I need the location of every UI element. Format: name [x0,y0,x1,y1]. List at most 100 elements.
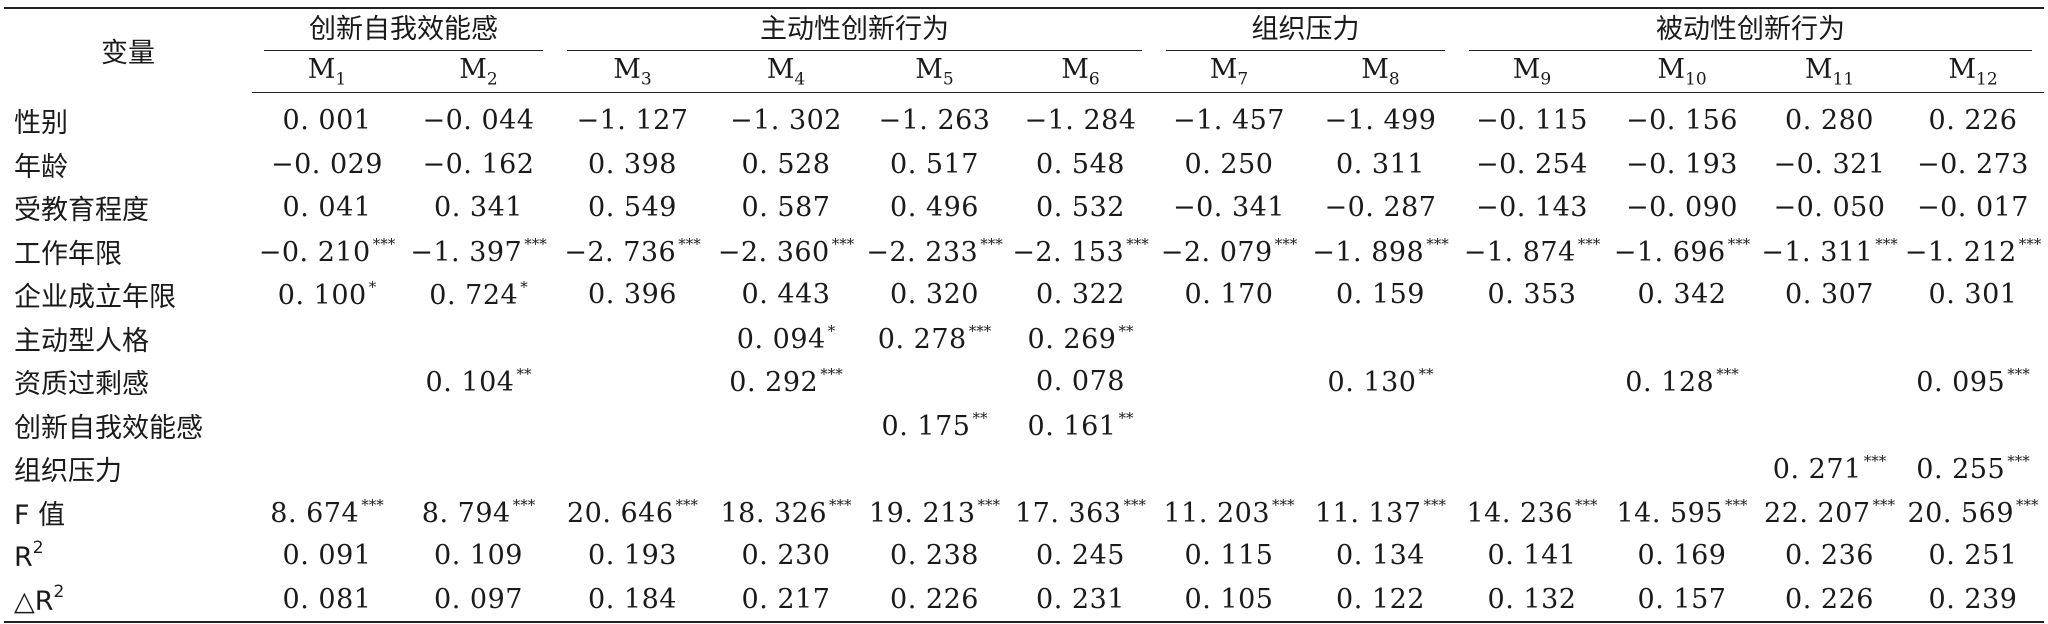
coefficient-value: 11. 137 [1314,497,1422,529]
table-cell: −1. 263 [862,93,1007,143]
row-label: 主动型人格 [4,317,252,361]
table-cell: −0. 044 [402,93,555,143]
coefficient-value: −0. 210 [258,236,371,268]
table-cell [1457,317,1607,361]
table-cell [1457,404,1607,448]
table-cell: 0. 157 [1607,578,1757,623]
coefficient-value: −2. 153 [1012,236,1125,268]
significance-stars: *** [1716,365,1739,384]
coefficient-value: 22. 207 [1763,497,1871,529]
group-header-label: 主动性创新行为 [567,10,1142,51]
significance-stars: *** [1725,495,1748,514]
significance-stars: *** [524,234,547,253]
table-cell: −1. 284 [1007,93,1154,143]
coefficient-value: 0. 193 [588,540,677,572]
table-cell: −0. 143 [1457,186,1607,230]
significance-stars: *** [1575,495,1598,514]
significance-stars: *** [372,234,396,253]
row-label: F 值 [4,491,252,535]
coefficient-value: −0. 017 [1916,192,2029,224]
significance-stars: ** [1418,365,1434,384]
table-cell: 0. 100 * [252,273,402,317]
model-header-subscript: 6 [1088,69,1100,90]
model-header: M6 [1007,51,1154,93]
table-cell [1902,317,2044,361]
significance-stars: *** [1426,234,1449,253]
table-cell: 0. 271 *** [1757,447,1902,491]
model-header: M4 [710,51,862,93]
table-cell [1607,317,1757,361]
coefficient-value: 0. 250 [1184,148,1274,180]
model-header-base: M [1361,53,1389,85]
significance-stars: *** [1423,495,1447,514]
table-cell: 0. 132 [1457,578,1607,623]
model-header: M9 [1457,51,1607,93]
table-cell: 0. 230 [710,534,862,578]
model-header-base: M [307,53,336,85]
group-header-row: 变量 创新自我效能感 主动性创新行为 组织压力 被动性创新行为 [4,8,2044,69]
table-cell: −1. 696 *** [1607,230,1757,274]
coefficient-value: 0. 078 [1036,366,1125,398]
coefficient-value: 0. 245 [1036,540,1125,572]
significance-stars: *** [678,234,701,253]
table-cell: 0. 170 [1154,273,1304,317]
table-cell: 22. 207 *** [1757,491,1902,535]
coefficient-value: 0. 342 [1637,279,1727,311]
table-cell: 0. 001 [252,93,402,143]
table-cell: −1. 397 *** [402,230,555,274]
coefficient-value: 19. 213 [868,497,976,529]
coefficient-value: −0. 287 [1324,192,1437,224]
significance-stars: *** [675,495,699,514]
coefficient-value: 8. 674 [270,497,360,529]
significance-stars: *** [1863,452,1887,471]
significance-stars: ** [972,408,988,427]
row-label-text: R [14,542,33,574]
table-cell: 0. 301 [1902,273,2044,317]
table-cell [252,317,402,361]
coefficient-value: 0. 100 [277,280,367,312]
table-cell: 0. 095 *** [1902,360,2044,404]
coefficient-value: 0. 159 [1336,279,1425,311]
table-cell: −2. 079 *** [1154,230,1304,274]
model-header-subscript: 5 [942,69,954,90]
table-cell: 0. 548 [1007,143,1154,187]
coefficient-value: 0. 217 [741,583,831,615]
table-row: 资质过剩感 0. 104 ** 0. 292 *** 0. 078 0. 130 ** 0. 1… [4,360,2044,404]
model-header-subscript: 12 [1976,69,1998,90]
table-cell: 0. 175 ** [862,404,1007,448]
coefficient-value: −1. 457 [1172,105,1285,137]
table-cell: −0. 156 [1607,93,1757,143]
coefficient-value: 0. 091 [282,540,372,572]
significance-stars: * [827,321,836,340]
significance-stars: *** [1123,495,1147,514]
table-cell [555,317,710,361]
table-cell: 0. 278 *** [862,317,1007,361]
table-cell: −0. 321 [1757,143,1902,187]
coefficient-value: 0. 001 [282,105,372,137]
table-cell: 0. 396 [555,273,710,317]
row-label: 组织压力 [4,447,252,491]
table-cell: 11. 203 *** [1154,491,1304,535]
table-cell: −1. 212 *** [1902,230,2044,274]
coefficient-value: 8. 794 [421,497,511,529]
coefficient-value: 17. 363 [1014,497,1122,529]
table-cell [1457,447,1607,491]
table-cell: 0. 724 * [402,273,555,317]
coefficient-value: 0. 443 [741,279,831,311]
significance-stars: ** [516,365,532,384]
table-cell: −1. 898 *** [1304,230,1457,274]
coefficient-value: 0. 226 [1785,583,1874,615]
model-header-base: M [613,53,641,85]
table-row: 主动型人格 0. 094 * 0. 278 *** 0. 269 ** [4,317,2044,361]
row-label: 创新自我效能感 [4,404,252,448]
model-header-subscript: 3 [640,69,652,90]
table-cell: 0. 250 [1154,143,1304,187]
table-cell: 0. 226 [1757,578,1902,623]
table-cell: 0. 094 * [710,317,862,361]
coefficient-value: 0. 115 [1184,540,1274,572]
table-cell [1757,317,1902,361]
table-cell: −0. 254 [1457,143,1607,187]
coefficient-value: −1. 284 [1024,105,1137,137]
table-cell: 8. 674 *** [252,491,402,535]
coefficient-value: 0. 301 [1928,279,2018,311]
